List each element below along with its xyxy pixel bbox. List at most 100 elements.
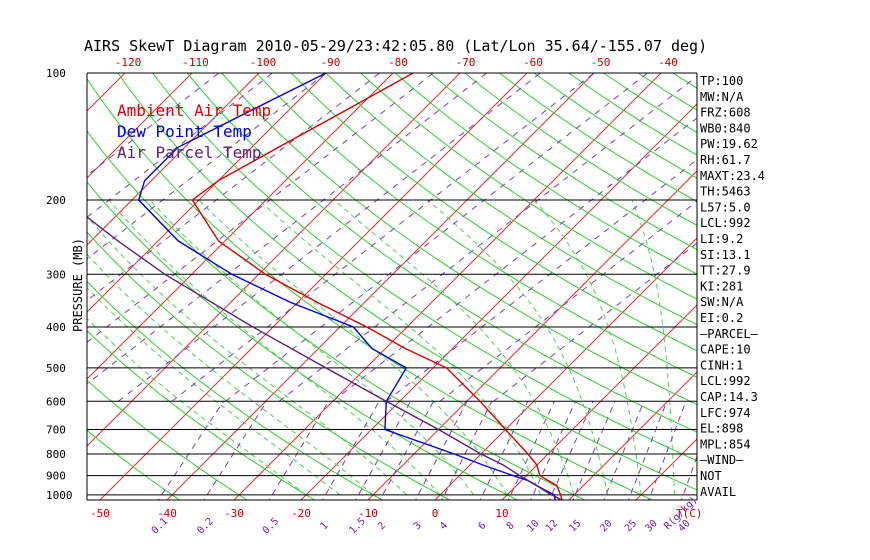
moist-adiabat-line [87,253,374,496]
top-temp-tick-label: -60 [523,56,543,69]
mixing-ratio-line [157,401,224,500]
dry-adiabat-line [87,429,181,500]
dry-adiabat-line [87,181,519,500]
mixing-ratio-tick-label: 1 [319,520,331,532]
bottom-temp-tick-label: -50 [90,507,110,520]
sounding-index-label: L57:5.0 [700,200,751,214]
mixing-ratio-line [321,401,380,500]
legend-entry: Dew Point Temp [117,122,252,141]
dry-adiabat-line [499,73,697,203]
sounding-index-label: MW:N/A [700,90,744,104]
mixing-ratio-line [627,401,668,500]
sounding-index-label: CAPE:10 [700,343,751,357]
dry-adiabat-line [429,73,697,251]
mixing-ratio-line [87,73,434,343]
mixing-ratio-line [87,73,380,302]
mixing-ratio-line [603,401,645,500]
mixing-ratio-line [203,401,268,500]
pressure-tick-label: 700 [46,424,66,437]
bottom-temp-tick-label: -30 [224,507,244,520]
chart-title: AIRS SkewT Diagram 2010-05-29/23:42:05.8… [84,37,707,55]
pressure-tick-label: 600 [46,395,66,408]
mixing-ratio-tick-label: 0.5 [261,516,282,537]
dry-adiabat-line [117,73,697,491]
mixing-ratio-line [171,73,595,402]
mixing-ratio-line [87,73,220,177]
mixing-ratio-line [441,401,493,500]
moist-adiabat-line [258,199,542,496]
dry-adiabat-line [812,73,870,504]
sounding-index-label: MAXT:23.4 [700,169,765,183]
mixing-ratio-tick-label: 15 [567,518,583,534]
mixing-ratio-line [439,200,697,402]
mixing-ratio-line [87,73,488,385]
dry-adiabat-line [394,73,697,275]
dry-adiabat-line [325,73,697,326]
top-temp-tick-label: -100 [250,56,277,69]
isotherm-line [833,73,870,504]
mixing-ratio-tick-label: 12 [544,518,560,534]
mixing-ratio-line [87,73,273,218]
dry-adiabat-line [290,73,697,352]
pressure-tick-label: 300 [46,268,66,281]
top-temp-tick-label: -40 [658,56,678,69]
mixing-ratio-line [268,401,330,500]
top-temp-tick-label: -110 [182,56,209,69]
bottom-temp-tick-label: 0 [432,507,439,520]
mixing-ratio-tick-label: 10 [525,518,541,534]
moist-adiabat-line [631,199,676,495]
sounding-index-label: AVAIL [700,485,736,499]
dry-adiabat-line [777,73,870,504]
isotherm-line [0,73,58,504]
mixing-ratio-line [278,75,697,402]
legend-entry: Ambient Air Temp [117,101,271,120]
top-temp-tick-label: -70 [456,56,476,69]
dry-adiabat-line [87,130,586,500]
dry-adiabat-line [360,73,697,300]
isotherm-line [233,73,662,500]
isotherm-line [87,73,394,380]
legend-entry: Air Parcel Temp [117,143,262,162]
dry-adiabat-line [221,73,697,406]
sounding-index-label: TT:27.9 [700,264,751,278]
sounding-index-label: NOT [700,469,722,483]
dry-adiabat-line [742,73,870,504]
mixing-ratio-line [548,401,594,500]
pressure-tick-label: 200 [46,194,66,207]
isotherm-line [99,73,528,500]
mixing-ratio-line [332,117,697,402]
sounding-index-label: FRZ:608 [700,106,751,120]
sounding-index-label: LFC:974 [700,406,751,420]
mixing-ratio-line [493,242,697,402]
isotherm-line [87,73,461,447]
sounding-index-label: CINH:1 [700,358,743,372]
sounding-index-label: TP:100 [700,74,743,88]
bottom-axis-unit: T(C) [676,507,703,520]
top-temp-tick-label: -80 [388,56,408,69]
isotherm-line [568,371,697,500]
sounding-index-label: KI:281 [700,279,743,293]
sounding-index-label: CAP:14.3 [700,390,758,404]
sounding-index-label: —PARCEL— [700,327,759,341]
mixing-ratio-tick-label: 25 [623,518,639,534]
mixing-ratio-line [572,401,616,500]
pressure-tick-label: 100 [46,67,66,80]
top-temp-tick-label: -120 [115,56,142,69]
sounding-index-label: SW:N/A [700,295,744,309]
mixing-ratio-tick-label: 2 [376,520,388,532]
bottom-temp-tick-label: 10 [495,507,508,520]
mixing-ratio-tick-label: 0.2 [195,516,216,537]
dry-adiabat-line [87,379,248,500]
sounding-index-label: RH:61.7 [700,153,751,167]
dry-adiabat-line [87,231,451,500]
mixing-ratio-tick-label: 20 [598,518,614,534]
mixing-ratio-line [118,73,541,402]
sounding-index-label: WB0:840 [700,121,751,135]
mixing-ratio-line [355,401,411,500]
isotherm-line [166,73,595,500]
sounding-index-label: SI:13.1 [700,248,751,262]
isotherm-line [766,73,870,504]
mixing-ratio-tick-label: 6 [476,520,488,532]
dry-adiabat-line [87,330,316,500]
bottom-temp-tick-label: -10 [358,507,378,520]
